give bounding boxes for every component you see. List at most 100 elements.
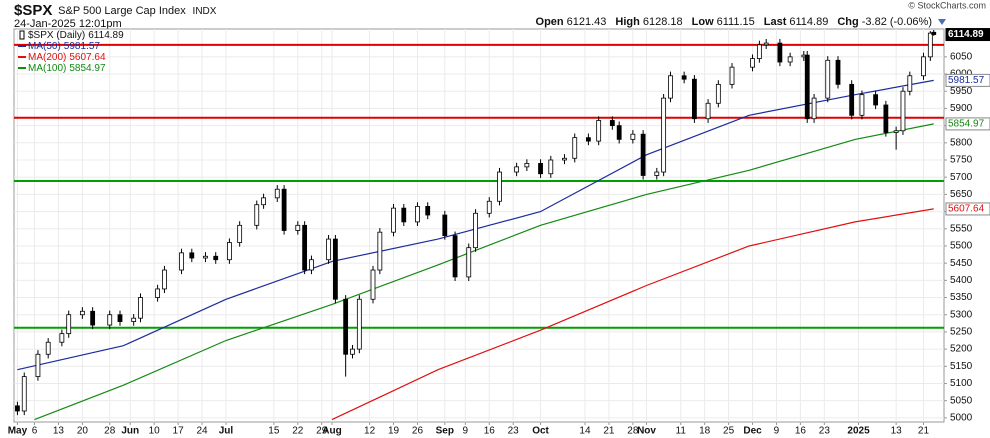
candle-body (729, 66, 735, 85)
candle-body (21, 376, 27, 412)
candle-body (883, 104, 889, 133)
quote-label: Chg (837, 16, 858, 28)
y-tick-label: 6050 (950, 51, 973, 62)
value-tag: 5607.64 (948, 204, 985, 215)
candle-body (162, 269, 167, 290)
x-tick-label: 25 (723, 426, 735, 437)
x-tick-label: 9 (463, 426, 469, 437)
chart-subtitle: S&P 500 Large Cap Index (58, 5, 186, 17)
x-tick-label: 6 (32, 426, 38, 437)
candle-body (131, 317, 137, 323)
x-tick-label: 11 (676, 426, 687, 437)
candle-body (302, 224, 308, 271)
candle-body (486, 200, 492, 214)
quote-value: 6121.43 (567, 16, 607, 28)
y-tick-label: 5250 (950, 327, 973, 338)
x-tick-label: 23 (508, 426, 520, 437)
y-tick-label: 5950 (950, 86, 973, 97)
candle-body (750, 58, 755, 68)
candle-body (227, 242, 232, 261)
candle-body (326, 238, 331, 261)
quote-label: High (615, 16, 640, 28)
candle-body (473, 212, 478, 249)
x-tick-label: 17 (173, 426, 185, 437)
y-tick-label: 5400 (950, 275, 973, 286)
legend-name: MA(200) (28, 52, 66, 63)
candle-body (763, 42, 769, 46)
y-tick-label: 5700 (950, 172, 973, 183)
candle-body (281, 188, 287, 231)
x-tick-label: 16 (484, 426, 496, 437)
x-tick-label: 21 (918, 426, 930, 437)
x-tick-label: 28 (104, 426, 116, 437)
candle-body (715, 83, 721, 104)
candle-body (15, 405, 20, 412)
candle-body (811, 97, 817, 120)
candle-body (332, 238, 338, 300)
x-tick-label: 13 (53, 426, 65, 437)
quote-line: Open 6121.43 High 6128.18 Low 6111.15 Last 6114… (536, 16, 932, 28)
y-tick-label: 5550 (950, 223, 973, 234)
x-tick-label: 19 (388, 426, 400, 437)
candle-body (514, 166, 520, 173)
candle-body (654, 171, 660, 176)
legend-value: 5981.57 (64, 41, 101, 52)
quote-change-pct: (-0.06%) (890, 16, 932, 28)
candle-body (787, 56, 793, 63)
candle-body (107, 314, 113, 326)
candle-body (596, 120, 602, 142)
quote-label: Last (764, 16, 787, 28)
x-tick-label: Jun (121, 426, 139, 437)
candle-body (66, 314, 72, 335)
date-label: 24-Jan-2025 12:01pm (14, 18, 122, 30)
candle-body (640, 133, 646, 176)
candle-body (79, 310, 85, 316)
y-tick-label: 5050 (950, 395, 973, 406)
legend-swatch (19, 30, 25, 40)
x-tick-label: May (8, 426, 28, 437)
x-tick-label: 28 (627, 426, 639, 437)
legend-entry: $SPX (Daily) 6114.89 (28, 30, 124, 41)
candle-body (907, 75, 913, 92)
y-tick-label: 5000 (950, 413, 973, 424)
candle-body (524, 163, 530, 168)
x-tick-label: Nov (637, 426, 656, 437)
value-tag: 5981.57 (948, 75, 985, 86)
dropdown-icon[interactable] (938, 19, 946, 25)
candle-body (466, 247, 472, 278)
candle-body (893, 130, 899, 133)
exchange: INDX (193, 6, 217, 17)
chart-title: $SPX (14, 2, 52, 19)
y-tick-label: 5650 (950, 189, 973, 200)
candle-body (572, 137, 578, 159)
candle-body (401, 207, 407, 223)
x-tick-label: 21 (603, 426, 615, 437)
value-tag-bg (945, 28, 990, 42)
copyright: © StockCharts.com (908, 0, 986, 10)
y-tick-label: 5150 (950, 361, 973, 372)
y-tick-label: 5450 (950, 258, 973, 269)
legend-name: $SPX (Daily) (28, 30, 85, 41)
candle-body (921, 56, 926, 77)
candle-body (350, 348, 355, 355)
plot-frame (13, 28, 945, 423)
x-tick-label: 26 (412, 426, 424, 437)
candle-body (586, 137, 591, 142)
ma-line (17, 79, 934, 371)
candle-body (873, 94, 879, 106)
x-tick-label: 20 (77, 426, 89, 437)
candle-body (849, 83, 855, 116)
candle-body (835, 59, 841, 85)
candle-body (356, 298, 362, 350)
candle-body (538, 163, 543, 175)
candle-body (756, 44, 762, 59)
quote-value: 6114.89 (789, 16, 828, 28)
value-tag-bg (945, 117, 990, 131)
quote-value: 6128.18 (643, 16, 683, 28)
x-tick-label: 18 (699, 426, 711, 437)
x-tick-label: Jul (219, 426, 234, 437)
candle-body (155, 288, 161, 298)
x-tick-label: 13 (891, 426, 903, 437)
candle-body (189, 252, 195, 259)
